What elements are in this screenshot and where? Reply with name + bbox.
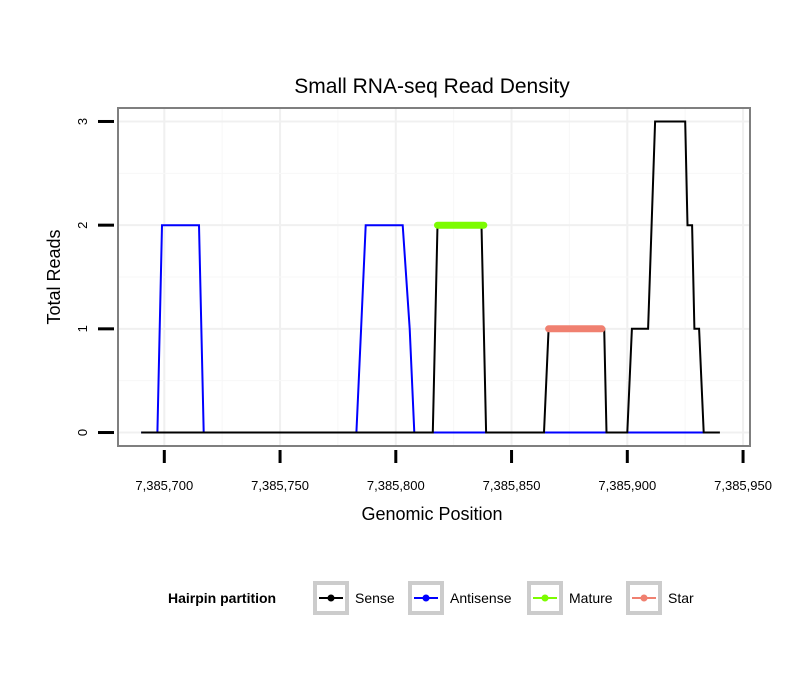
legend-title: Hairpin partition: [168, 590, 276, 606]
legend-item-mature: Mature: [527, 581, 613, 615]
chart-title: Small RNA-seq Read Density: [294, 75, 570, 98]
legend-key-dot: [327, 594, 335, 602]
x-tick-label: 7,385,950: [714, 478, 772, 493]
y-axis-title: Total Reads: [44, 229, 64, 324]
series-line-antisense: [141, 224, 716, 434]
legend-key-dot: [541, 594, 549, 602]
y-tick-label: 3: [75, 118, 90, 125]
legend-label: Star: [668, 590, 694, 606]
legend-item-sense: Sense: [313, 581, 395, 615]
legend-label: Mature: [569, 590, 613, 606]
axis-layer: 7,385,700 7,385,750 7,385,800 7,385,850 7,38…: [75, 118, 772, 493]
legend-label: Antisense: [450, 590, 512, 606]
legend-item-star: Star: [626, 581, 694, 615]
series-layer: [141, 120, 720, 434]
series-line-sense: [141, 120, 720, 434]
x-tick-label: 7,385,850: [483, 478, 541, 493]
plot-panel-border: [117, 107, 751, 447]
x-tick-label: 7,385,700: [135, 478, 193, 493]
x-tick-label: 7,385,750: [251, 478, 309, 493]
legend-key-dot: [640, 594, 648, 602]
legend-label: Sense: [355, 590, 395, 606]
y-tick-label: 2: [75, 222, 90, 229]
y-tick-label: 0: [75, 429, 90, 436]
legend-key-dot: [422, 594, 430, 602]
x-tick-label: 7,385,900: [598, 478, 656, 493]
legend: Hairpin partition Sense Antisense Mature St…: [168, 581, 694, 615]
x-axis-title: Genomic Position: [361, 504, 502, 524]
legend-item-antisense: Antisense: [408, 581, 512, 615]
x-tick-label: 7,385,800: [367, 478, 425, 493]
y-tick-label: 1: [75, 325, 90, 332]
